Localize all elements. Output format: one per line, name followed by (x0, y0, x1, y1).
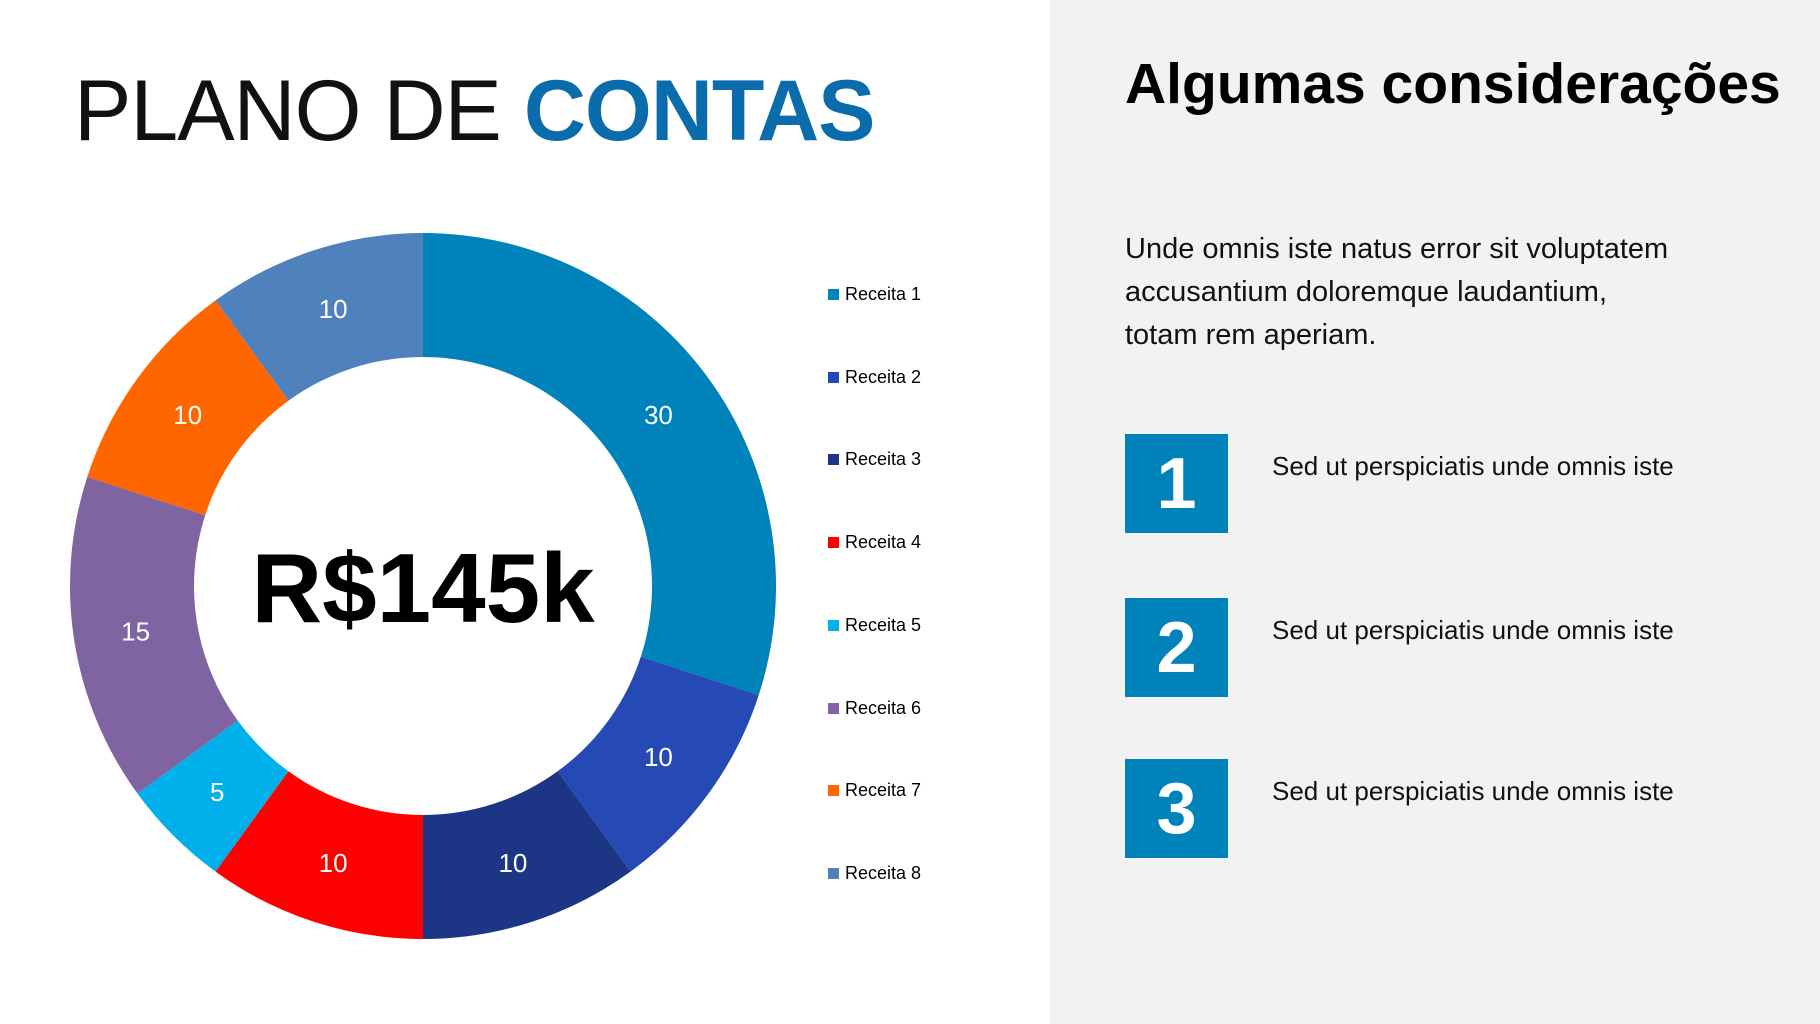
legend-item-6: Receita 6 (828, 698, 921, 719)
legend-swatch (828, 619, 839, 631)
data-label-8: 10 (319, 294, 348, 324)
donut-slice-2 (557, 656, 759, 872)
number-box-3: 3 (1125, 759, 1228, 858)
data-label-4: 10 (319, 848, 348, 878)
number-box-2: 2 (1125, 598, 1228, 697)
donut-chart: 30 10 10 10 5 15 10 10 R$145k (70, 233, 776, 939)
legend-label: Receita 3 (845, 449, 922, 470)
donut-slice-1 (423, 233, 776, 696)
item-text-3: Sed ut perspiciatis unde omnis iste (1272, 776, 1674, 806)
legend-item-4: Receita 4 (828, 532, 921, 553)
legend-swatch (828, 702, 839, 714)
considerations-panel: Algumas considerações Unde omnis iste na… (1050, 0, 1820, 1024)
donut-slice-4 (215, 771, 423, 939)
data-label-3: 10 (498, 848, 527, 878)
legend-swatch (828, 454, 839, 466)
legend-label: Receita 7 (845, 780, 922, 801)
legend-item-5: Receita 5 (828, 615, 921, 636)
page-title: PLANO DE CONTAS (74, 62, 876, 161)
center-total-label: R$145k (251, 533, 595, 643)
legend-swatch (828, 537, 839, 549)
data-label-7: 10 (173, 400, 202, 430)
data-label-2: 10 (644, 742, 673, 772)
item-text-1: Sed ut perspiciatis unde omnis iste (1272, 451, 1674, 481)
title-bold: CONTAS (523, 63, 876, 159)
title-light: PLANO DE (74, 63, 524, 159)
number-box-1: 1 (1125, 434, 1228, 533)
data-label-6: 15 (121, 617, 150, 647)
legend-label: Receita 4 (845, 532, 922, 553)
legend-item-7: Receita 7 (828, 780, 921, 801)
item-text-2: Sed ut perspiciatis unde omnis iste (1272, 615, 1674, 645)
legend-label: Receita 8 (845, 862, 922, 883)
panel-heading: Algumas considerações (1125, 52, 1781, 116)
legend-label: Receita 6 (845, 697, 922, 718)
legend-label: Receita 1 (845, 284, 922, 304)
legend-item-1: Receita 1 (828, 284, 921, 305)
legend-swatch (828, 371, 839, 383)
legend-swatch (828, 289, 839, 300)
donut-slice-5 (137, 720, 289, 872)
donut-slice-3 (423, 771, 631, 939)
panel-paragraph: Unde omnis iste natus error sit voluptat… (1125, 233, 1669, 351)
donut-slice-7 (87, 300, 289, 516)
donut-slice-8 (215, 233, 423, 401)
legend-item-2: Receita 2 (828, 367, 921, 388)
legend-label: Receita 2 (845, 366, 922, 387)
data-label-5: 5 (210, 777, 224, 807)
data-label-1: 30 (644, 400, 673, 430)
legend-label: Receita 5 (845, 614, 922, 635)
legend-item-8: Receita 8 (828, 863, 921, 884)
legend-swatch (828, 785, 839, 797)
legend-swatch (828, 867, 839, 879)
legend-item-3: Receita 3 (828, 449, 921, 470)
donut-slice-6 (70, 476, 238, 794)
